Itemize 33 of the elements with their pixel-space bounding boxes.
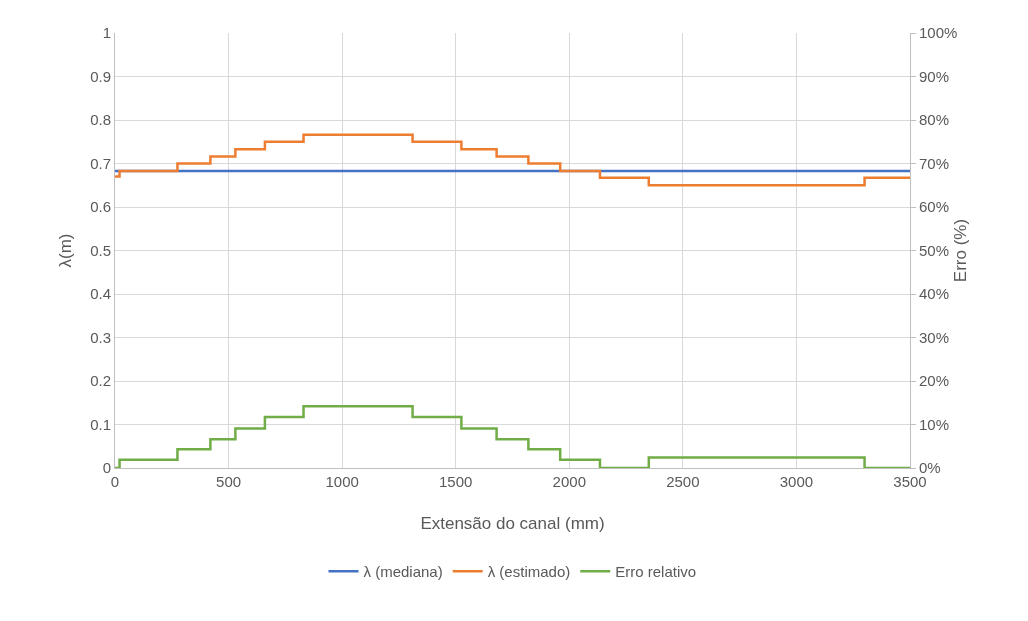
y2-tick-label: 70% <box>919 154 950 172</box>
y-axis-title: λ(m) <box>56 233 75 268</box>
legend-label: Erro relativo <box>615 563 697 581</box>
legend-label: λ (estimado) <box>487 563 571 581</box>
y2-tick-label: 20% <box>919 372 950 390</box>
x-tick-label: 500 <box>216 473 242 490</box>
y-tick-label: 0.5 <box>90 241 111 259</box>
y-tick-label: 1 <box>102 24 111 42</box>
y-tick-label: 0.8 <box>90 111 111 129</box>
x-tick-label: 2000 <box>552 473 586 490</box>
y2-tick-label: 60% <box>919 198 950 216</box>
y2-tick-label: 90% <box>919 67 950 85</box>
x-axis-title: Extensão do canal (mm) <box>420 514 605 533</box>
y-tick-label: 0.6 <box>90 198 111 216</box>
y2-tick-label: 50% <box>919 241 950 259</box>
y2-tick-label: 100% <box>919 24 958 42</box>
y2-tick-label: 10% <box>919 415 950 433</box>
x-tick-label: 1500 <box>439 473 473 490</box>
x-tick-label: 3000 <box>779 473 814 490</box>
y-tick-label: 0.4 <box>90 285 111 303</box>
y-tick-label: 0 <box>102 459 111 477</box>
y-tick-label: 0.3 <box>90 328 111 346</box>
y2-axis-title: Erro (%) <box>951 218 971 283</box>
x-tick-label: 1000 <box>325 473 359 490</box>
y-tick-label: 0.1 <box>90 415 111 433</box>
y2-tick-label: 80% <box>919 111 950 129</box>
legend-label: λ (mediana) <box>363 563 443 581</box>
y2-tick-label: 30% <box>919 328 950 346</box>
y-tick-label: 0.2 <box>90 372 111 390</box>
y-tick-label: 0.7 <box>90 154 111 172</box>
x-tick-label: 2500 <box>666 473 700 490</box>
y2-tick-label: 40% <box>919 285 950 303</box>
y-tick-label: 0.9 <box>90 67 111 85</box>
